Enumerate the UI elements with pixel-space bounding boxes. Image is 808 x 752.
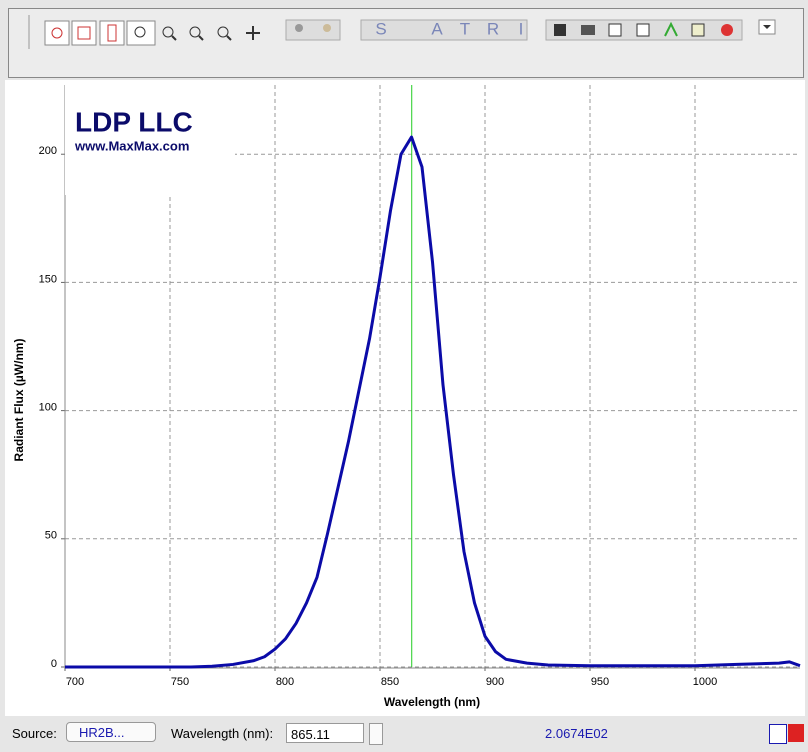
- x-tick-label: 850: [381, 676, 399, 688]
- view-button[interactable]: [769, 724, 787, 744]
- x-tick-label: 1000: [693, 676, 717, 688]
- y-tick-label: 0: [51, 658, 57, 670]
- reading: 2.0674E02: [545, 726, 608, 741]
- letter-button[interactable]: T: [460, 19, 470, 38]
- x-axis-label: Wavelength (nm): [384, 695, 480, 709]
- wavelength-input[interactable]: 865.11: [286, 723, 364, 743]
- letter-bar[interactable]: [360, 19, 528, 41]
- file-buttons[interactable]: [545, 19, 743, 41]
- y-tick-label: 100: [39, 402, 57, 414]
- x-tick-label: 750: [171, 676, 189, 688]
- logo-box: [65, 85, 235, 195]
- status-bar: Source: HR2B... Wavelength (nm): 865.11 …: [0, 718, 808, 752]
- bulb-buttons[interactable]: [285, 19, 341, 41]
- close-button[interactable]: [788, 724, 804, 742]
- y-tick-label: 200: [39, 145, 57, 157]
- zoom-buttons[interactable]: [44, 20, 260, 46]
- y-tick-label: 50: [45, 530, 57, 542]
- x-tick-label: 800: [276, 676, 294, 688]
- letter-button[interactable]: R: [487, 19, 499, 38]
- chart: 0 50 100 150 200 700 750 800 850 900 950 1000 LDP LL…: [5, 80, 805, 716]
- y-axis-label: Radiant Flux (µW/nm): [12, 339, 26, 462]
- letter-button[interactable]: I: [519, 19, 524, 38]
- logo-subtitle: www.MaxMax.com: [74, 138, 189, 153]
- spectrum-line: [65, 135, 801, 669]
- y-tick-label: 150: [39, 273, 57, 285]
- wavelength-label: Wavelength (nm):: [171, 726, 274, 741]
- letter-button[interactable]: A: [431, 19, 443, 38]
- x-tick-label: 700: [66, 676, 84, 688]
- logo-title: LDP LLC: [75, 106, 193, 137]
- source-select[interactable]: HR2B...: [66, 722, 156, 742]
- letter-button[interactable]: S: [375, 19, 386, 38]
- spinner[interactable]: [369, 723, 383, 745]
- x-tick-label: 900: [486, 676, 504, 688]
- x-tick-label: 950: [591, 676, 609, 688]
- source-label: Source:: [12, 726, 57, 741]
